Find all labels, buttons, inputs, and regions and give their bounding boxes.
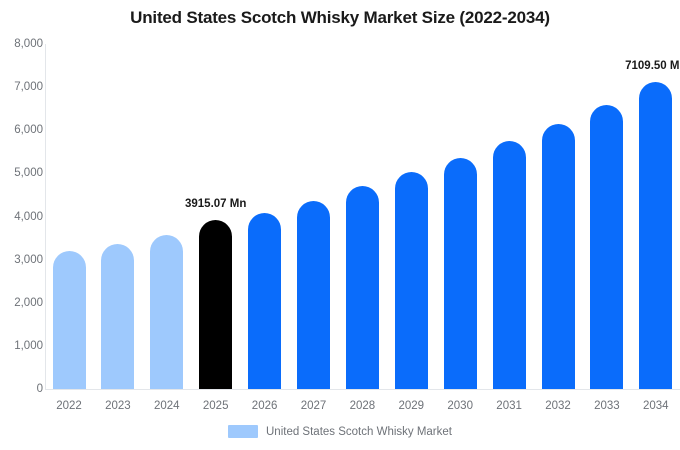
bar-2028[interactable] [345,186,379,389]
x-axis-tick-label: 2033 [594,400,620,412]
bar-2025[interactable] [199,220,233,389]
bar-2032[interactable] [541,124,575,389]
bar-2030[interactable] [443,158,477,389]
y-axis: 8,000 7,000 6,000 5,000 4,000 3,000 2,000 1,000… [0,0,43,450]
x-axis-tick-label: 2032 [545,400,571,412]
bar-2024[interactable] [150,234,184,389]
bar-2034[interactable] [639,82,673,389]
bar-2031[interactable] [492,141,526,389]
legend-swatch [228,425,258,438]
x-axis-tick-label: 2022 [56,400,82,412]
y-axis-tick-label: 1,000 [14,339,43,352]
y-axis-tick-label: 5,000 [14,167,43,180]
y-axis-tick-label: 3,000 [14,253,43,266]
bar-value-label-2034: 7109.50 Mn [625,60,680,73]
x-axis-tick-label: 2025 [202,400,229,412]
chart-title: United States Scotch Whisky Market Size … [130,8,550,27]
bar-value-label-2025: 3915.07 Mn [185,198,247,211]
x-axis-tick-label: 2034 [643,400,669,412]
y-axis-tick-label: 7,000 [14,81,43,94]
x-axis-line [45,389,680,390]
y-axis-tick-label: 4,000 [14,210,43,223]
x-axis-tick-label: 2026 [251,400,278,412]
chart-legend: United States Scotch Whisky Market [0,425,680,438]
x-axis-tick-label: 2031 [496,400,522,412]
x-axis-tick-label: 2023 [105,400,131,412]
bar-2023[interactable] [101,243,135,389]
y-axis-tick-label: 6,000 [14,124,43,137]
x-axis-tick-label: 2024 [154,400,180,412]
y-axis-tick-label: 0 [36,383,43,395]
bar-2022[interactable] [52,250,86,389]
y-axis-tick-label: 8,000 [14,38,43,50]
y-axis-tick-label: 2,000 [14,296,43,309]
x-axis-tick-label: 2028 [349,400,376,412]
y-axis-line [45,44,46,390]
x-axis-tick-label: 2030 [447,400,473,412]
legend-label: United States Scotch Whisky Market [266,425,452,438]
x-axis-tick-label: 2029 [398,400,425,412]
bar-2029[interactable] [394,172,428,389]
bar-2027[interactable] [297,200,330,389]
x-axis-tick-label: 2027 [300,400,327,412]
bar-2026[interactable] [248,212,282,389]
bar-2033[interactable] [590,105,624,389]
